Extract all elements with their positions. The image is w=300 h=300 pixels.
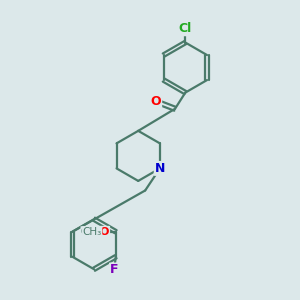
Text: O: O: [89, 227, 98, 237]
Text: F: F: [110, 263, 118, 277]
Text: O: O: [100, 227, 109, 237]
Text: CH₃: CH₃: [82, 227, 102, 237]
Text: Cl: Cl: [179, 22, 192, 35]
Text: N: N: [155, 162, 165, 175]
Text: O: O: [151, 95, 161, 108]
Text: methoxy: methoxy: [68, 227, 105, 236]
Text: CH₃: CH₃: [81, 227, 99, 237]
